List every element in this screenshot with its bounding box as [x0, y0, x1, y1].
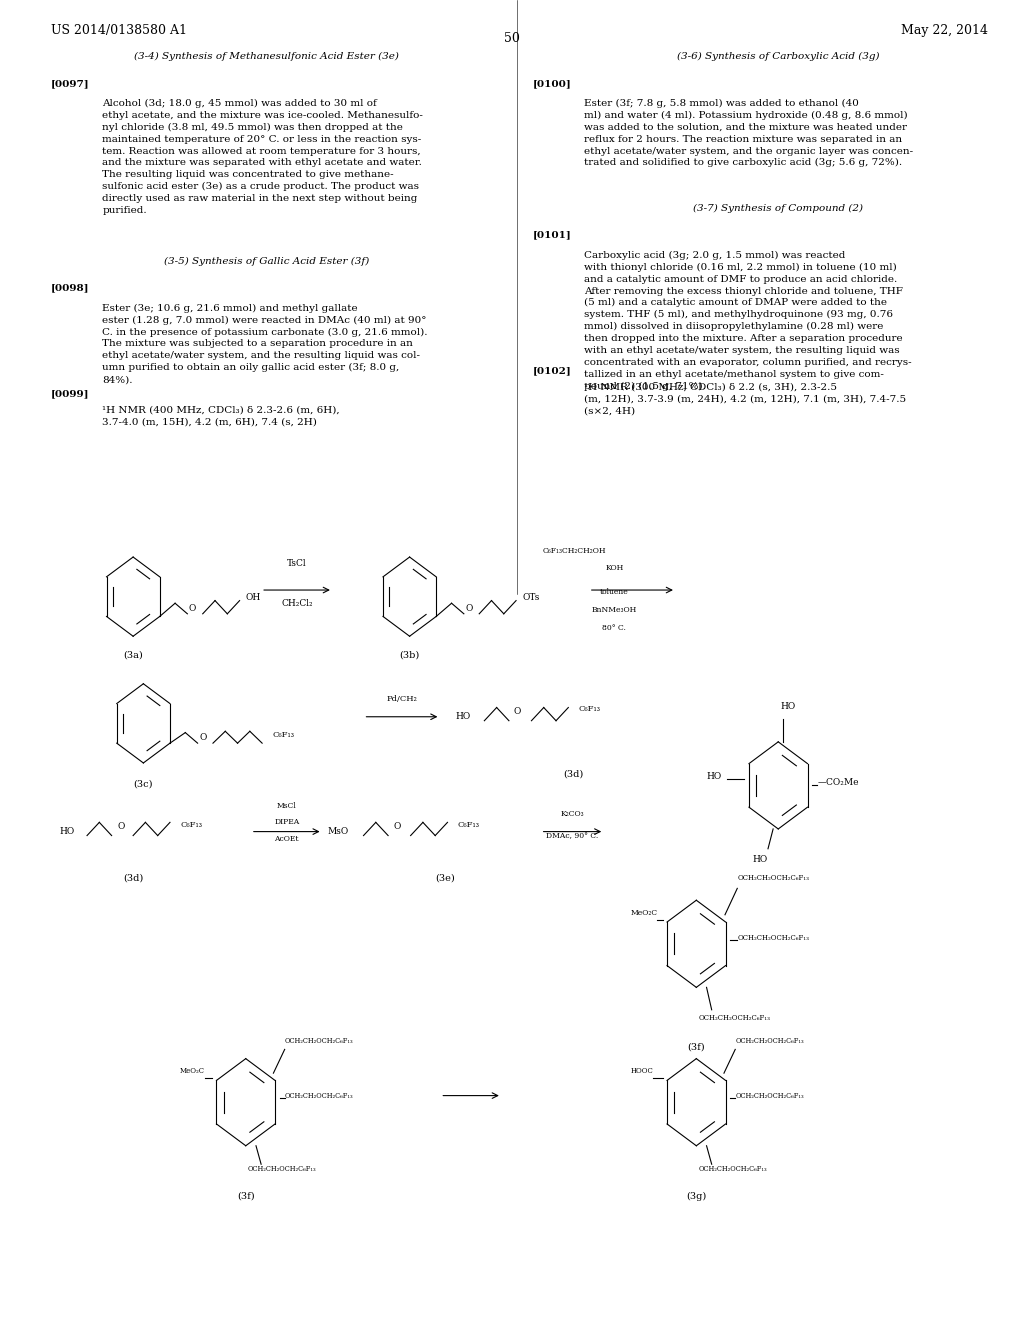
Text: (3c): (3c)	[133, 780, 154, 789]
Text: —CO₂Me: —CO₂Me	[817, 779, 859, 788]
Text: HOOC: HOOC	[631, 1067, 653, 1076]
Text: (3d): (3d)	[123, 874, 143, 883]
Text: ¹H NMR (300 MHz, CDCl₃) δ 2.2 (s, 3H), 2.3-2.5
(m, 12H), 3.7-3.9 (m, 24H), 4.2 (: ¹H NMR (300 MHz, CDCl₃) δ 2.2 (s, 3H), 2…	[584, 383, 906, 416]
Text: O: O	[465, 605, 473, 612]
Text: MsCl: MsCl	[276, 801, 297, 810]
Text: OTs: OTs	[522, 594, 540, 602]
Text: (3b): (3b)	[399, 651, 420, 660]
Text: OCH₂CH₂OCH₂C₆F₁₃: OCH₂CH₂OCH₂C₆F₁₃	[285, 1036, 353, 1045]
Text: (3d): (3d)	[563, 770, 584, 779]
Text: Alcohol (3d; 18.0 g, 45 mmol) was added to 30 ml of
ethyl acetate, and the mixtu: Alcohol (3d; 18.0 g, 45 mmol) was added …	[102, 99, 423, 215]
Text: ¹H NMR (400 MHz, CDCl₃) δ 2.3-2.6 (m, 6H),
3.7-4.0 (m, 15H), 4.2 (m, 6H), 7.4 (s: ¹H NMR (400 MHz, CDCl₃) δ 2.3-2.6 (m, 6H…	[102, 405, 340, 426]
Text: MsO: MsO	[328, 828, 349, 836]
Text: K₂CO₃: K₂CO₃	[560, 809, 585, 818]
Text: US 2014/0138580 A1: US 2014/0138580 A1	[51, 24, 187, 37]
Text: HO: HO	[707, 772, 722, 781]
Text: CH₂Cl₂: CH₂Cl₂	[282, 599, 312, 609]
Text: May 22, 2014: May 22, 2014	[901, 24, 988, 37]
Text: 50: 50	[504, 32, 520, 45]
Text: TsCl: TsCl	[287, 560, 307, 569]
Text: C₆F₁₃CH₂CH₂OH: C₆F₁₃CH₂CH₂OH	[543, 546, 606, 556]
Text: OCH₂CH₂OCH₂C₆F₁₃: OCH₂CH₂OCH₂C₆F₁₃	[285, 1092, 353, 1101]
Text: OCH₂CH₂OCH₂C₆F₁₃: OCH₂CH₂OCH₂C₆F₁₃	[698, 1014, 770, 1023]
Text: MeO₂C: MeO₂C	[631, 908, 657, 917]
Text: [0100]: [0100]	[532, 79, 571, 88]
Text: DIPEA: DIPEA	[274, 817, 299, 826]
Text: AcOEt: AcOEt	[274, 834, 299, 843]
Text: (3-7) Synthesis of Compound (2): (3-7) Synthesis of Compound (2)	[693, 205, 863, 214]
Text: (3e): (3e)	[435, 874, 456, 883]
Text: Carboxylic acid (3g; 2.0 g, 1.5 mmol) was reacted
with thionyl chloride (0.16 ml: Carboxylic acid (3g; 2.0 g, 1.5 mmol) wa…	[584, 251, 911, 391]
Text: Ester (3e; 10.6 g, 21.6 mmol) and methyl gallate
ester (1.28 g, 7.0 mmol) were r: Ester (3e; 10.6 g, 21.6 mmol) and methyl…	[102, 304, 428, 384]
Text: (3-5) Synthesis of Gallic Acid Ester (3f): (3-5) Synthesis of Gallic Acid Ester (3f…	[164, 257, 369, 267]
Text: (3a): (3a)	[123, 651, 143, 660]
Text: [0101]: [0101]	[532, 231, 571, 240]
Text: toluene: toluene	[600, 587, 629, 597]
Text: Ester (3f; 7.8 g, 5.8 mmol) was added to ethanol (40
ml) and water (4 ml). Potas: Ester (3f; 7.8 g, 5.8 mmol) was added to…	[584, 99, 912, 168]
Text: [0097]: [0097]	[51, 79, 90, 88]
Text: C₆F₁₃: C₆F₁₃	[579, 705, 600, 713]
Text: (3-4) Synthesis of Methanesulfonic Acid Ester (3e): (3-4) Synthesis of Methanesulfonic Acid …	[134, 53, 398, 62]
Text: C₆F₁₃: C₆F₁₃	[272, 731, 294, 739]
Text: OCH₂CH₂OCH₂C₆F₁₃: OCH₂CH₂OCH₂C₆F₁₃	[735, 1092, 804, 1101]
Text: 80° C.: 80° C.	[602, 623, 627, 632]
Text: OCH₂CH₂OCH₂C₆F₁₃: OCH₂CH₂OCH₂C₆F₁₃	[698, 1164, 767, 1173]
Text: (3f): (3f)	[687, 1043, 706, 1052]
Text: O: O	[513, 708, 521, 715]
Text: MeO₂C: MeO₂C	[180, 1067, 205, 1076]
Text: O: O	[199, 734, 207, 742]
Text: [0099]: [0099]	[51, 389, 90, 399]
Text: (3g): (3g)	[686, 1192, 707, 1201]
Text: DMAc, 90° C.: DMAc, 90° C.	[546, 832, 599, 841]
Text: (3-6) Synthesis of Carboxylic Acid (3g): (3-6) Synthesis of Carboxylic Acid (3g)	[677, 53, 880, 62]
Text: C₆F₁₃: C₆F₁₃	[180, 821, 202, 829]
Text: HO: HO	[753, 855, 767, 865]
Text: O: O	[117, 822, 125, 830]
Text: [0098]: [0098]	[51, 284, 90, 293]
Text: HO: HO	[59, 828, 75, 836]
Text: [0102]: [0102]	[532, 367, 571, 376]
Text: OH: OH	[246, 594, 261, 602]
Text: O: O	[188, 605, 197, 612]
Text: C₆F₁₃: C₆F₁₃	[458, 821, 479, 829]
Text: (3f): (3f)	[237, 1192, 255, 1201]
Text: HO: HO	[456, 713, 471, 721]
Text: HO: HO	[781, 702, 796, 711]
Text: OCH₂CH₂OCH₂C₆F₁₃: OCH₂CH₂OCH₂C₆F₁₃	[248, 1164, 316, 1173]
Text: OCH₂CH₂OCH₂C₆F₁₃: OCH₂CH₂OCH₂C₆F₁₃	[737, 933, 809, 942]
Text: O: O	[393, 822, 401, 830]
Text: KOH: KOH	[605, 564, 624, 573]
Text: BnNMe₃OH: BnNMe₃OH	[592, 606, 637, 615]
Text: Pd/CH₂: Pd/CH₂	[386, 694, 418, 704]
Text: OCH₂CH₂OCH₂C₆F₁₃: OCH₂CH₂OCH₂C₆F₁₃	[735, 1036, 804, 1045]
Text: OCH₂CH₂OCH₂C₆F₁₃: OCH₂CH₂OCH₂C₆F₁₃	[737, 874, 809, 883]
